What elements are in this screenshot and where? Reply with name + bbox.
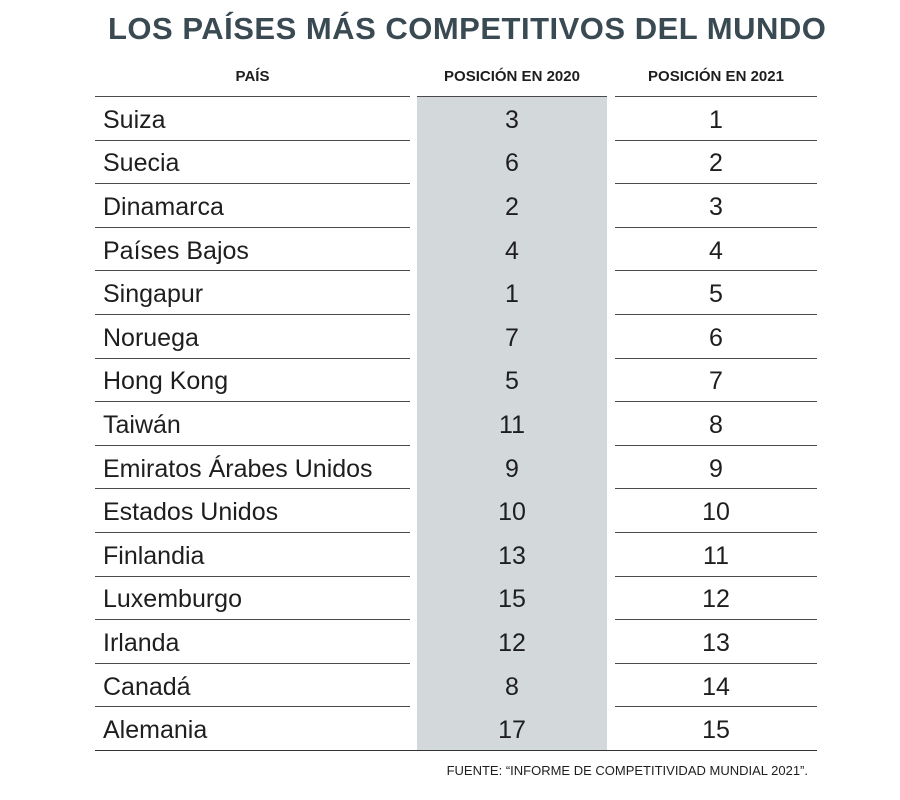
row-divider (95, 401, 410, 402)
row-divider (615, 576, 817, 577)
source-note: FUENTE: “INFORME DE COMPETITIVIDAD MUNDI… (446, 763, 808, 778)
row-divider (615, 358, 817, 359)
row-divider (615, 445, 817, 446)
cell-position-2021: 15 (702, 716, 730, 745)
row-divider (95, 576, 410, 577)
row-divider (95, 314, 410, 315)
header-rule (95, 96, 410, 97)
cell-country-name: Dinamarca (103, 193, 224, 221)
row-divider (95, 619, 410, 620)
row-divider (615, 401, 817, 402)
row-divider (95, 183, 410, 184)
row-divider (615, 140, 817, 141)
cell-position-2020: 11 (499, 411, 525, 439)
cell-position-2021: 8 (709, 411, 723, 439)
cell-position-2020: 4 (505, 236, 519, 265)
cell-position-2020: 10 (498, 498, 526, 527)
row-divider (95, 270, 410, 271)
cell-country-name: Finlandia (103, 541, 205, 570)
cell-position-2020: 8 (505, 672, 519, 701)
row-divider (95, 445, 410, 446)
cell-country-name: Suecia (103, 149, 180, 178)
row-divider (615, 270, 817, 271)
cell-country-name: Noruega (103, 323, 199, 352)
cell-position-2021: 1 (709, 105, 723, 134)
row-divider (95, 358, 410, 359)
table-bottom-rule (95, 750, 817, 751)
cell-position-2021: 11 (703, 541, 729, 570)
cell-position-2020: 1 (505, 280, 519, 309)
row-divider (95, 706, 410, 707)
cell-position-2020: 15 (498, 585, 526, 614)
cell-position-2021: 10 (702, 498, 730, 527)
cell-country-name: Emiratos Árabes Unidos (103, 454, 373, 483)
row-divider (95, 227, 410, 228)
cell-position-2021: 5 (709, 280, 723, 309)
row-divider (95, 663, 410, 664)
cell-country-name: Estados Unidos (103, 498, 279, 527)
cell-position-2020: 12 (498, 629, 526, 657)
row-divider (95, 488, 410, 489)
row-divider (615, 619, 817, 620)
row-divider (615, 227, 817, 228)
row-divider (615, 663, 817, 664)
row-divider (615, 488, 817, 489)
cell-country-name: Suiza (103, 105, 166, 134)
cell-position-2020: 5 (505, 367, 519, 396)
row-divider (615, 532, 817, 533)
cell-country-name: Hong Kong (103, 367, 229, 396)
cell-position-2021: 14 (702, 672, 730, 701)
highlight-column-2020 (417, 96, 607, 750)
cell-country-name: Taiwán (103, 411, 181, 439)
cell-position-2021: 13 (702, 629, 730, 657)
cell-position-2021: 6 (709, 323, 723, 352)
column-header-country: PAÍS (235, 68, 270, 85)
row-divider (615, 183, 817, 184)
cell-position-2021: 12 (702, 585, 730, 614)
cell-position-2020: 7 (505, 323, 519, 352)
cell-position-2020: 13 (498, 541, 526, 570)
cell-position-2021: 3 (709, 193, 723, 221)
cell-position-2021: 7 (709, 367, 723, 396)
cell-country-name: Canadá (103, 672, 191, 701)
cell-position-2021: 2 (709, 149, 723, 178)
cell-position-2020: 2 (505, 193, 519, 221)
cell-position-2021: 9 (709, 454, 723, 483)
column-header-2020: POSICIÓN EN 2020 (444, 68, 580, 85)
cell-country-name: Países Bajos (103, 236, 249, 265)
row-divider (615, 314, 817, 315)
cell-position-2021: 4 (709, 236, 723, 265)
cell-position-2020: 9 (505, 454, 519, 483)
cell-position-2020: 17 (498, 716, 526, 745)
cell-position-2020: 3 (505, 105, 519, 134)
header-rule (615, 96, 817, 97)
row-divider (95, 532, 410, 533)
row-divider (95, 140, 410, 141)
cell-country-name: Luxemburgo (103, 585, 242, 614)
page-title: LOS PAÍSES MÁS COMPETITIVOS DEL MUNDO (108, 11, 827, 46)
header-rule (417, 96, 607, 97)
cell-country-name: Irlanda (103, 629, 180, 657)
column-header-2021: POSICIÓN EN 2021 (648, 68, 784, 85)
cell-position-2020: 6 (505, 149, 519, 178)
cell-country-name: Alemania (103, 716, 208, 745)
row-divider (615, 706, 817, 707)
cell-country-name: Singapur (103, 280, 204, 309)
